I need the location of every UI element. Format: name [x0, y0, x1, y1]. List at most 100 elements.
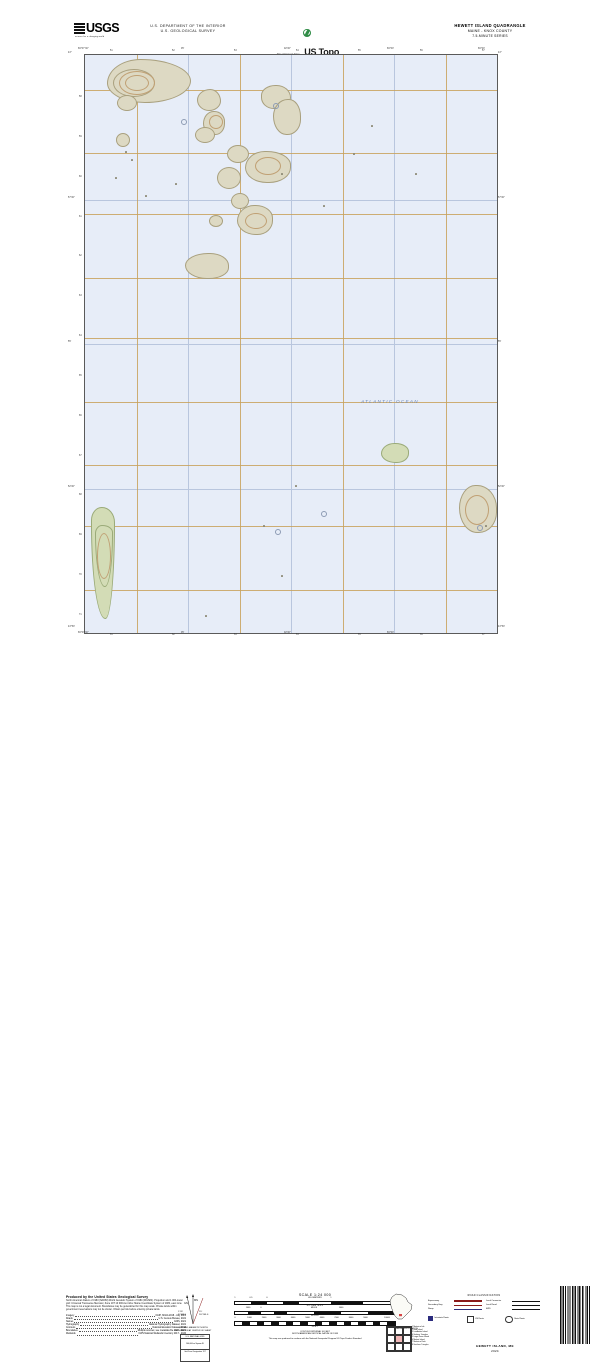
- declination-caption: GRID AND MAGNETIC NORTH DECLINATION AT C…: [174, 1327, 212, 1332]
- edge-label-left: 43°50': [68, 626, 76, 628]
- ledge-symbol: [275, 529, 281, 535]
- scale-tick-label: 1000: [247, 1317, 252, 1320]
- scale-tick-label: 0: [266, 1297, 268, 1299]
- edge-grid-number-left: 58: [79, 96, 82, 98]
- road-legend-right-column: Local Connector Local Road 4WD: [486, 1299, 540, 1312]
- edge-grid-number-top: 56: [420, 50, 423, 52]
- road-legend-left-column: Expressway Secondary Hwy Ramp: [428, 1299, 482, 1312]
- adjoining-cell-3: [403, 1327, 411, 1335]
- edge-grid-number-left: 70: [79, 574, 82, 577]
- road-legend-label: Ramp: [428, 1308, 434, 1311]
- contour-line: [255, 157, 281, 175]
- road-legend-line: [512, 1300, 540, 1302]
- utm-tick-horizontal: [85, 526, 497, 527]
- utm-tick-horizontal: [85, 277, 497, 279]
- quad-name: HEWETT ISLAND QUADRANGLE: [454, 23, 526, 28]
- scale-tick-label: 0: [260, 1307, 262, 1310]
- road-legend-item: 4WD: [486, 1307, 540, 1311]
- scale-tick-label: 1: [234, 1297, 236, 1299]
- scale-tick-label: 3000: [276, 1317, 281, 1320]
- edge-label-left: 57'30": [68, 196, 75, 199]
- edge-grid-number-left: 68: [79, 494, 82, 497]
- edge-grid-number-left: 59: [79, 135, 82, 138]
- rock-symbol: [131, 159, 133, 161]
- us-national-grid-box: U.S. NATIONAL GRID 100,000-m Square ID G…: [180, 1334, 210, 1362]
- utm-tick-horizontal: [85, 338, 497, 339]
- edge-grid-number-left: 62: [79, 255, 82, 258]
- credit-dots: [74, 1321, 173, 1324]
- edge-label-bottom: 02'30": [284, 632, 291, 634]
- island-polygon: [381, 443, 409, 463]
- adjoining-quadrangles: 1 Matinicus Isle 2 Bald Island 3 Leadbette…: [386, 1326, 429, 1356]
- road-legend-label: Local Road: [486, 1304, 497, 1307]
- edge-grid-number-bottom: 56: [420, 634, 423, 636]
- edge-grid-number-left: 60: [79, 175, 82, 178]
- usng-grid-zone: Grid Zone Designation 19T: [181, 1349, 209, 1353]
- edge-grid-number-bottom: 51: [110, 634, 113, 636]
- road-legend-line: [512, 1304, 540, 1306]
- island-polygon: [217, 167, 241, 189]
- rock-symbol: [485, 525, 487, 527]
- scale-block: SCALE 1:24 000 10.50KILOMETERS12 KILOMET…: [230, 1293, 400, 1341]
- island-polygon: [116, 133, 130, 147]
- contour-line: [97, 533, 111, 579]
- ledge-symbol: [273, 103, 279, 109]
- adjoining-cell-1: [387, 1327, 395, 1335]
- standard-conformance-note: This map was produced to conform with th…: [268, 1338, 362, 1341]
- island-polygon: [227, 145, 249, 163]
- maine-outline-icon: [389, 1293, 413, 1320]
- edge-label-bottom: 05': [181, 632, 185, 634]
- scale-tick-label: MILES: [310, 1307, 318, 1310]
- rock-symbol: [281, 173, 283, 175]
- edge-label-top-right: 69°00': [478, 48, 486, 50]
- graticule-horizontal: [85, 199, 497, 200]
- credit-key: Wetlands: [66, 1333, 76, 1336]
- scale-tick-label: 6000: [319, 1317, 325, 1320]
- vertical-datum-note: NORTH AMERICAN VERTICAL DATUM OF 1988: [292, 1333, 338, 1336]
- edge-grid-number-left: 67: [79, 454, 82, 457]
- adjoining-cell-6: [387, 1343, 395, 1351]
- contour-line: [245, 213, 267, 229]
- scale-tick-label: 2000: [261, 1317, 267, 1320]
- rock-symbol: [205, 615, 207, 617]
- edge-grid-number-left: 65: [79, 374, 82, 377]
- quad-series: 7.5-MINUTE SERIES: [472, 34, 508, 39]
- scale-tick-label: 1000: [338, 1307, 344, 1310]
- quadrangle-title: HEWETT ISLAND QUADRANGLE MAINE - KNOX CO…: [420, 23, 560, 39]
- usgs-bars-icon: [74, 23, 85, 34]
- edge-label-left: 43°: [68, 52, 72, 54]
- credits-body: North American Datum of 1983 (NAD83) Wor…: [66, 1300, 183, 1312]
- edge-label-right: 43°50': [498, 626, 506, 628]
- utm-tick-vertical: [445, 55, 447, 633]
- island-polygon: [273, 99, 301, 135]
- legend-us-route-shield: US Route: [466, 1315, 502, 1323]
- edge-label-top: 69°00': [387, 48, 395, 50]
- road-legend-label: 4WD: [486, 1308, 491, 1311]
- credit-dots: [76, 1327, 152, 1330]
- credits-title: Produced by the United States Geological…: [66, 1295, 149, 1299]
- edge-label-top: 69°07'30": [78, 48, 89, 50]
- quad-state-county: MAINE - KNOX COUNTY: [467, 29, 513, 33]
- svg-text:27 MILS: 27 MILS: [178, 1314, 187, 1316]
- interstate-shield-icon: [428, 1315, 433, 1321]
- map-header: USGS science for a changing world U.S. D…: [0, 0, 600, 57]
- edge-grid-number-left: 61: [79, 215, 82, 218]
- agency-line-1: U.S. DEPARTMENT OF THE INTERIOR: [150, 24, 226, 28]
- edge-grid-number-bottom: 53: [234, 634, 237, 636]
- rock-symbol: [371, 125, 373, 127]
- state-route-shield-icon: [505, 1315, 513, 1323]
- utm-tick-horizontal: [85, 213, 497, 215]
- scale-tick-label: 8000: [348, 1317, 354, 1320]
- scale-tick-label: 4000: [290, 1317, 296, 1320]
- scale-tick-label: 9000: [363, 1317, 368, 1320]
- graticule-horizontal: [85, 344, 497, 345]
- adjoining-cell-center: [395, 1335, 403, 1343]
- edge-label-bottom: 69°00': [387, 632, 395, 634]
- edge-label-right: 52'30": [498, 485, 505, 488]
- road-legend-label: Local Connector: [486, 1300, 502, 1303]
- adjoining-cell-8: [403, 1343, 411, 1351]
- utm-tick-horizontal: [85, 153, 497, 154]
- utm-tick-horizontal: [85, 589, 497, 591]
- utm-tick-horizontal: [85, 89, 497, 91]
- topo-map-canvas[interactable]: ATLANTIC OCEAN: [84, 54, 498, 634]
